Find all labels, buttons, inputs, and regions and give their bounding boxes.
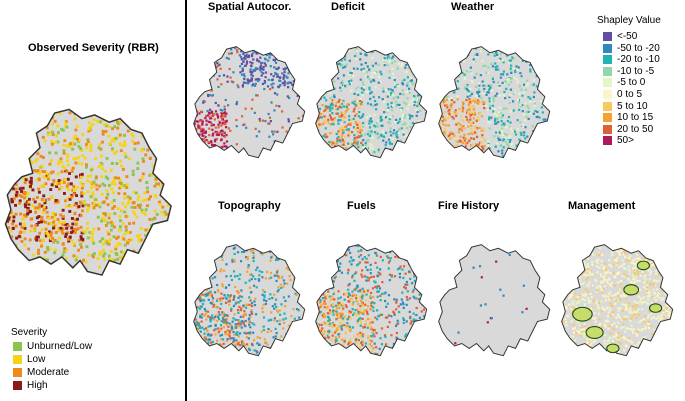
shapley-swatch [603, 136, 612, 146]
shapley-legend-item: 5 to 10 [603, 101, 648, 112]
shapley-swatch [603, 90, 612, 99]
shapley-label: 10 to 15 [617, 112, 654, 124]
shapley-legend-title: Shapley Value [597, 15, 661, 26]
fire-perimeter-outline [561, 244, 674, 357]
shapley-legend-item: 0 to 5 [603, 89, 642, 100]
management-patch [606, 343, 620, 354]
severity-swatch [13, 355, 22, 364]
map-deficit [315, 46, 428, 159]
shapley-swatch [603, 124, 612, 134]
panel-title-deficit: Deficit [331, 1, 365, 13]
shapley-legend-item: -50 to -20 [603, 43, 660, 54]
map-hillshade-base [315, 244, 427, 356]
shapley-swatch [603, 66, 612, 76]
shapley-legend-item: -5 to 0 [603, 77, 645, 88]
fire-perimeter-outline [193, 46, 306, 159]
management-patch [636, 260, 651, 271]
shapley-swatch [603, 101, 612, 111]
severity-label: High [27, 380, 48, 391]
severity-swatch [13, 381, 22, 390]
shapley-legend-item: 50> [603, 135, 634, 146]
observed-severity-map [4, 108, 172, 276]
shapley-legend-item: 10 to 15 [603, 112, 653, 123]
shapley-swatch [603, 43, 612, 53]
severity-label: Low [27, 354, 46, 365]
shapley-label: 0 to 5 [617, 89, 643, 100]
shapley-label: -20 to -10 [617, 54, 660, 66]
shapley-label: <-50 [617, 31, 638, 42]
management-patch [623, 284, 640, 296]
fire-perimeter-outline [4, 108, 172, 276]
panel-divider [185, 0, 187, 401]
panel-title-spatial: Spatial Autocor. [208, 1, 292, 13]
severity-legend-item: Low [13, 354, 45, 365]
map-spatial-autocorrelation [193, 46, 306, 159]
observed-severity-title: Observed Severity (RBR) [28, 42, 159, 54]
panel-title-fire-history: Fire History [438, 200, 500, 212]
shapley-swatch [603, 55, 612, 65]
map-management [561, 244, 674, 357]
severity-legend-item: High [13, 380, 48, 391]
shapley-label: 5 to 10 [617, 100, 648, 112]
fire-perimeter-outline [315, 46, 428, 159]
management-patch [572, 306, 593, 322]
severity-legend-item: Unburned/Low [13, 341, 92, 352]
shapley-legend-item: <-50 [603, 31, 637, 42]
map-fuels [315, 244, 428, 357]
shapley-label: 20 to 50 [617, 123, 654, 135]
shapley-legend-item: -10 to -5 [603, 66, 654, 77]
map-fire-history [438, 244, 551, 357]
severity-swatch [13, 342, 22, 351]
map-weather [438, 46, 551, 159]
shapley-swatch [603, 32, 612, 41]
management-patch [648, 303, 663, 313]
shapley-label: 50> [617, 135, 634, 147]
fire-perimeter-outline [438, 244, 551, 357]
fire-perimeter-outline [193, 244, 306, 357]
panel-title-weather: Weather [451, 1, 495, 13]
shapley-legend-item: -20 to -10 [603, 54, 660, 65]
severity-legend-item: Moderate [13, 367, 69, 378]
map-hillshade-base [438, 244, 550, 356]
panel-title-fuels: Fuels [347, 200, 376, 212]
management-patch [585, 325, 604, 340]
severity-label: Moderate [27, 367, 70, 378]
shapley-label: -5 to 0 [617, 77, 646, 89]
panel-title-topography: Topography [218, 200, 281, 212]
severity-swatch [13, 368, 22, 377]
fire-perimeter-outline [315, 244, 428, 357]
shapley-legend-item: 20 to 50 [603, 124, 653, 135]
panel-title-management: Management [568, 200, 636, 212]
shapley-label: -50 to -20 [617, 42, 660, 54]
shapley-swatch [603, 78, 612, 88]
shapley-swatch [603, 113, 612, 123]
severity-legend-title: Severity [11, 327, 48, 338]
map-topography [193, 244, 306, 357]
shapley-label: -10 to -5 [617, 65, 655, 77]
fire-perimeter-outline [438, 46, 551, 159]
severity-label: Unburned/Low [27, 341, 93, 352]
